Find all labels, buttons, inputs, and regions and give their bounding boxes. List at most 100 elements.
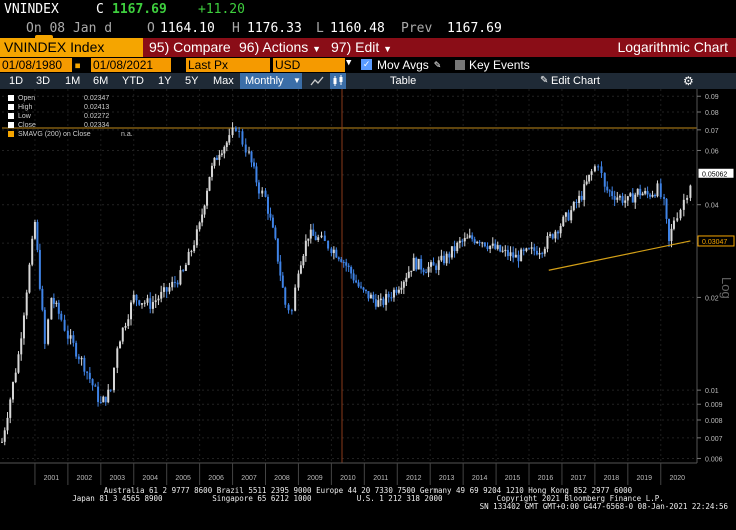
pencil-icon[interactable]: ✎ — [434, 58, 441, 71]
candle-body — [330, 248, 333, 254]
period-1m[interactable]: 1M — [65, 75, 81, 87]
candle-body — [132, 294, 135, 303]
function-toolbar: 95) Compare 96) Actions ▼ 97) Edit ▼ Log… — [0, 38, 736, 57]
currency-select[interactable]: USD — [273, 58, 345, 72]
frequency-label: Monthly — [245, 75, 284, 87]
candle-body — [679, 209, 682, 219]
field-select[interactable]: Last Px — [186, 58, 270, 72]
actions-button[interactable]: 96) Actions ▼ — [239, 39, 321, 56]
candle-body — [157, 298, 160, 301]
x-tick-label: 2012 — [406, 475, 422, 482]
table-tab[interactable]: Table — [390, 75, 417, 87]
candle-body — [36, 221, 39, 250]
date-separator-icon: ▪ — [74, 58, 82, 72]
compare-button[interactable]: 95) Compare — [149, 39, 231, 56]
quote-header: VNINDEX C 1167.69 +11.20 — [0, 0, 736, 20]
period-max[interactable]: Max — [213, 75, 234, 87]
edit-button[interactable]: 97) Edit ▼ — [331, 39, 392, 56]
candle-body — [478, 241, 481, 243]
x-tick-label: 2009 — [307, 475, 323, 482]
x-tick-label: 2013 — [439, 475, 455, 482]
pencil-icon[interactable]: ✎ — [540, 75, 549, 86]
start-date-input[interactable]: 01/08/1980 — [0, 58, 72, 72]
period-3d[interactable]: 3D — [36, 75, 51, 87]
candle-body — [377, 300, 380, 307]
candle-body — [437, 260, 440, 270]
candle-body — [546, 235, 549, 249]
candle-body — [220, 153, 223, 155]
candle-body — [312, 229, 315, 236]
frequency-select[interactable]: Monthly ▼ — [240, 73, 302, 89]
candle-body — [491, 243, 494, 246]
candle-body — [355, 280, 358, 283]
candle-body — [102, 396, 105, 403]
candle-body — [634, 194, 637, 203]
candle-body — [332, 249, 335, 254]
price-chart[interactable]: 0.09 0.08 0.07 0.06 0.04 0.02 0.01 0.009 0.008 0.… — [0, 89, 736, 530]
candle-body — [208, 176, 211, 191]
y-tick-label: 0.06 — [705, 148, 719, 155]
period-ytd[interactable]: YTD — [122, 75, 144, 87]
candle-body — [241, 131, 244, 145]
candle-body — [417, 258, 420, 270]
candle-body — [91, 379, 94, 386]
period-1d[interactable]: 1D — [9, 75, 24, 87]
candle-body — [514, 254, 517, 258]
candle-body — [94, 385, 97, 387]
candle-body — [86, 371, 89, 373]
x-tick-label: 2004 — [142, 475, 158, 482]
candle-body — [636, 188, 639, 195]
candle-body — [55, 302, 58, 304]
candle-body — [193, 245, 196, 252]
x-tick-label: 2020 — [669, 475, 685, 482]
candle-body — [9, 399, 12, 418]
x-tick-label: 2016 — [538, 475, 554, 482]
period-5y[interactable]: 5Y — [185, 75, 199, 87]
key-events-checkbox[interactable] — [455, 60, 465, 70]
x-tick-label: 2011 — [373, 475, 388, 482]
gear-icon[interactable]: ⚙ — [683, 74, 694, 88]
candle-body — [119, 341, 122, 349]
candle-body — [689, 185, 692, 198]
period-6m[interactable]: 6M — [93, 75, 109, 87]
candle-body — [190, 251, 193, 253]
x-axis: 2001 2002 2003 2004 2005 2006 2007 2008 2009 2010… — [34, 463, 685, 485]
y-tick-label: 0.09 — [705, 94, 719, 101]
candle-body — [130, 302, 133, 320]
candle-body — [562, 216, 565, 227]
edit-number: 97) — [331, 39, 352, 55]
candle-body — [364, 289, 367, 292]
y-tick-label: 0.07 — [705, 128, 719, 135]
candle-body — [234, 127, 237, 132]
chevron-down-icon[interactable]: ▼ — [346, 58, 352, 68]
last-price-tag-text: 0.05062 — [702, 171, 727, 178]
period-1y[interactable]: 1Y — [158, 75, 172, 87]
candle-body — [572, 202, 575, 211]
security-title[interactable]: VNINDEX Index — [0, 38, 143, 57]
candle-body — [138, 300, 141, 305]
candle-body — [456, 242, 459, 252]
candle-body — [432, 262, 435, 266]
candle-body — [104, 396, 107, 403]
candle-body — [372, 294, 375, 300]
line-chart-icon[interactable] — [310, 75, 324, 87]
candle-chart-icon[interactable] — [330, 73, 346, 89]
candle-body — [639, 188, 642, 196]
legend-label: Low — [18, 113, 31, 120]
mov-avgs-checkbox[interactable]: ✓ — [361, 59, 372, 70]
candle-body — [445, 253, 448, 264]
edit-chart-button[interactable]: Edit Chart — [551, 75, 600, 87]
candle-body — [392, 289, 395, 298]
candle-body — [624, 200, 627, 203]
candle-body — [340, 259, 343, 262]
legend-swatch — [8, 104, 14, 111]
candle-body — [425, 272, 428, 274]
end-date-input[interactable]: 01/08/2021 — [91, 58, 171, 72]
candle-body — [385, 294, 388, 305]
candle-body — [476, 241, 479, 244]
candle-body — [435, 265, 438, 270]
candle-body — [38, 249, 41, 289]
candle-body — [317, 237, 320, 241]
candle-body — [109, 389, 112, 391]
candle-body — [146, 298, 149, 303]
